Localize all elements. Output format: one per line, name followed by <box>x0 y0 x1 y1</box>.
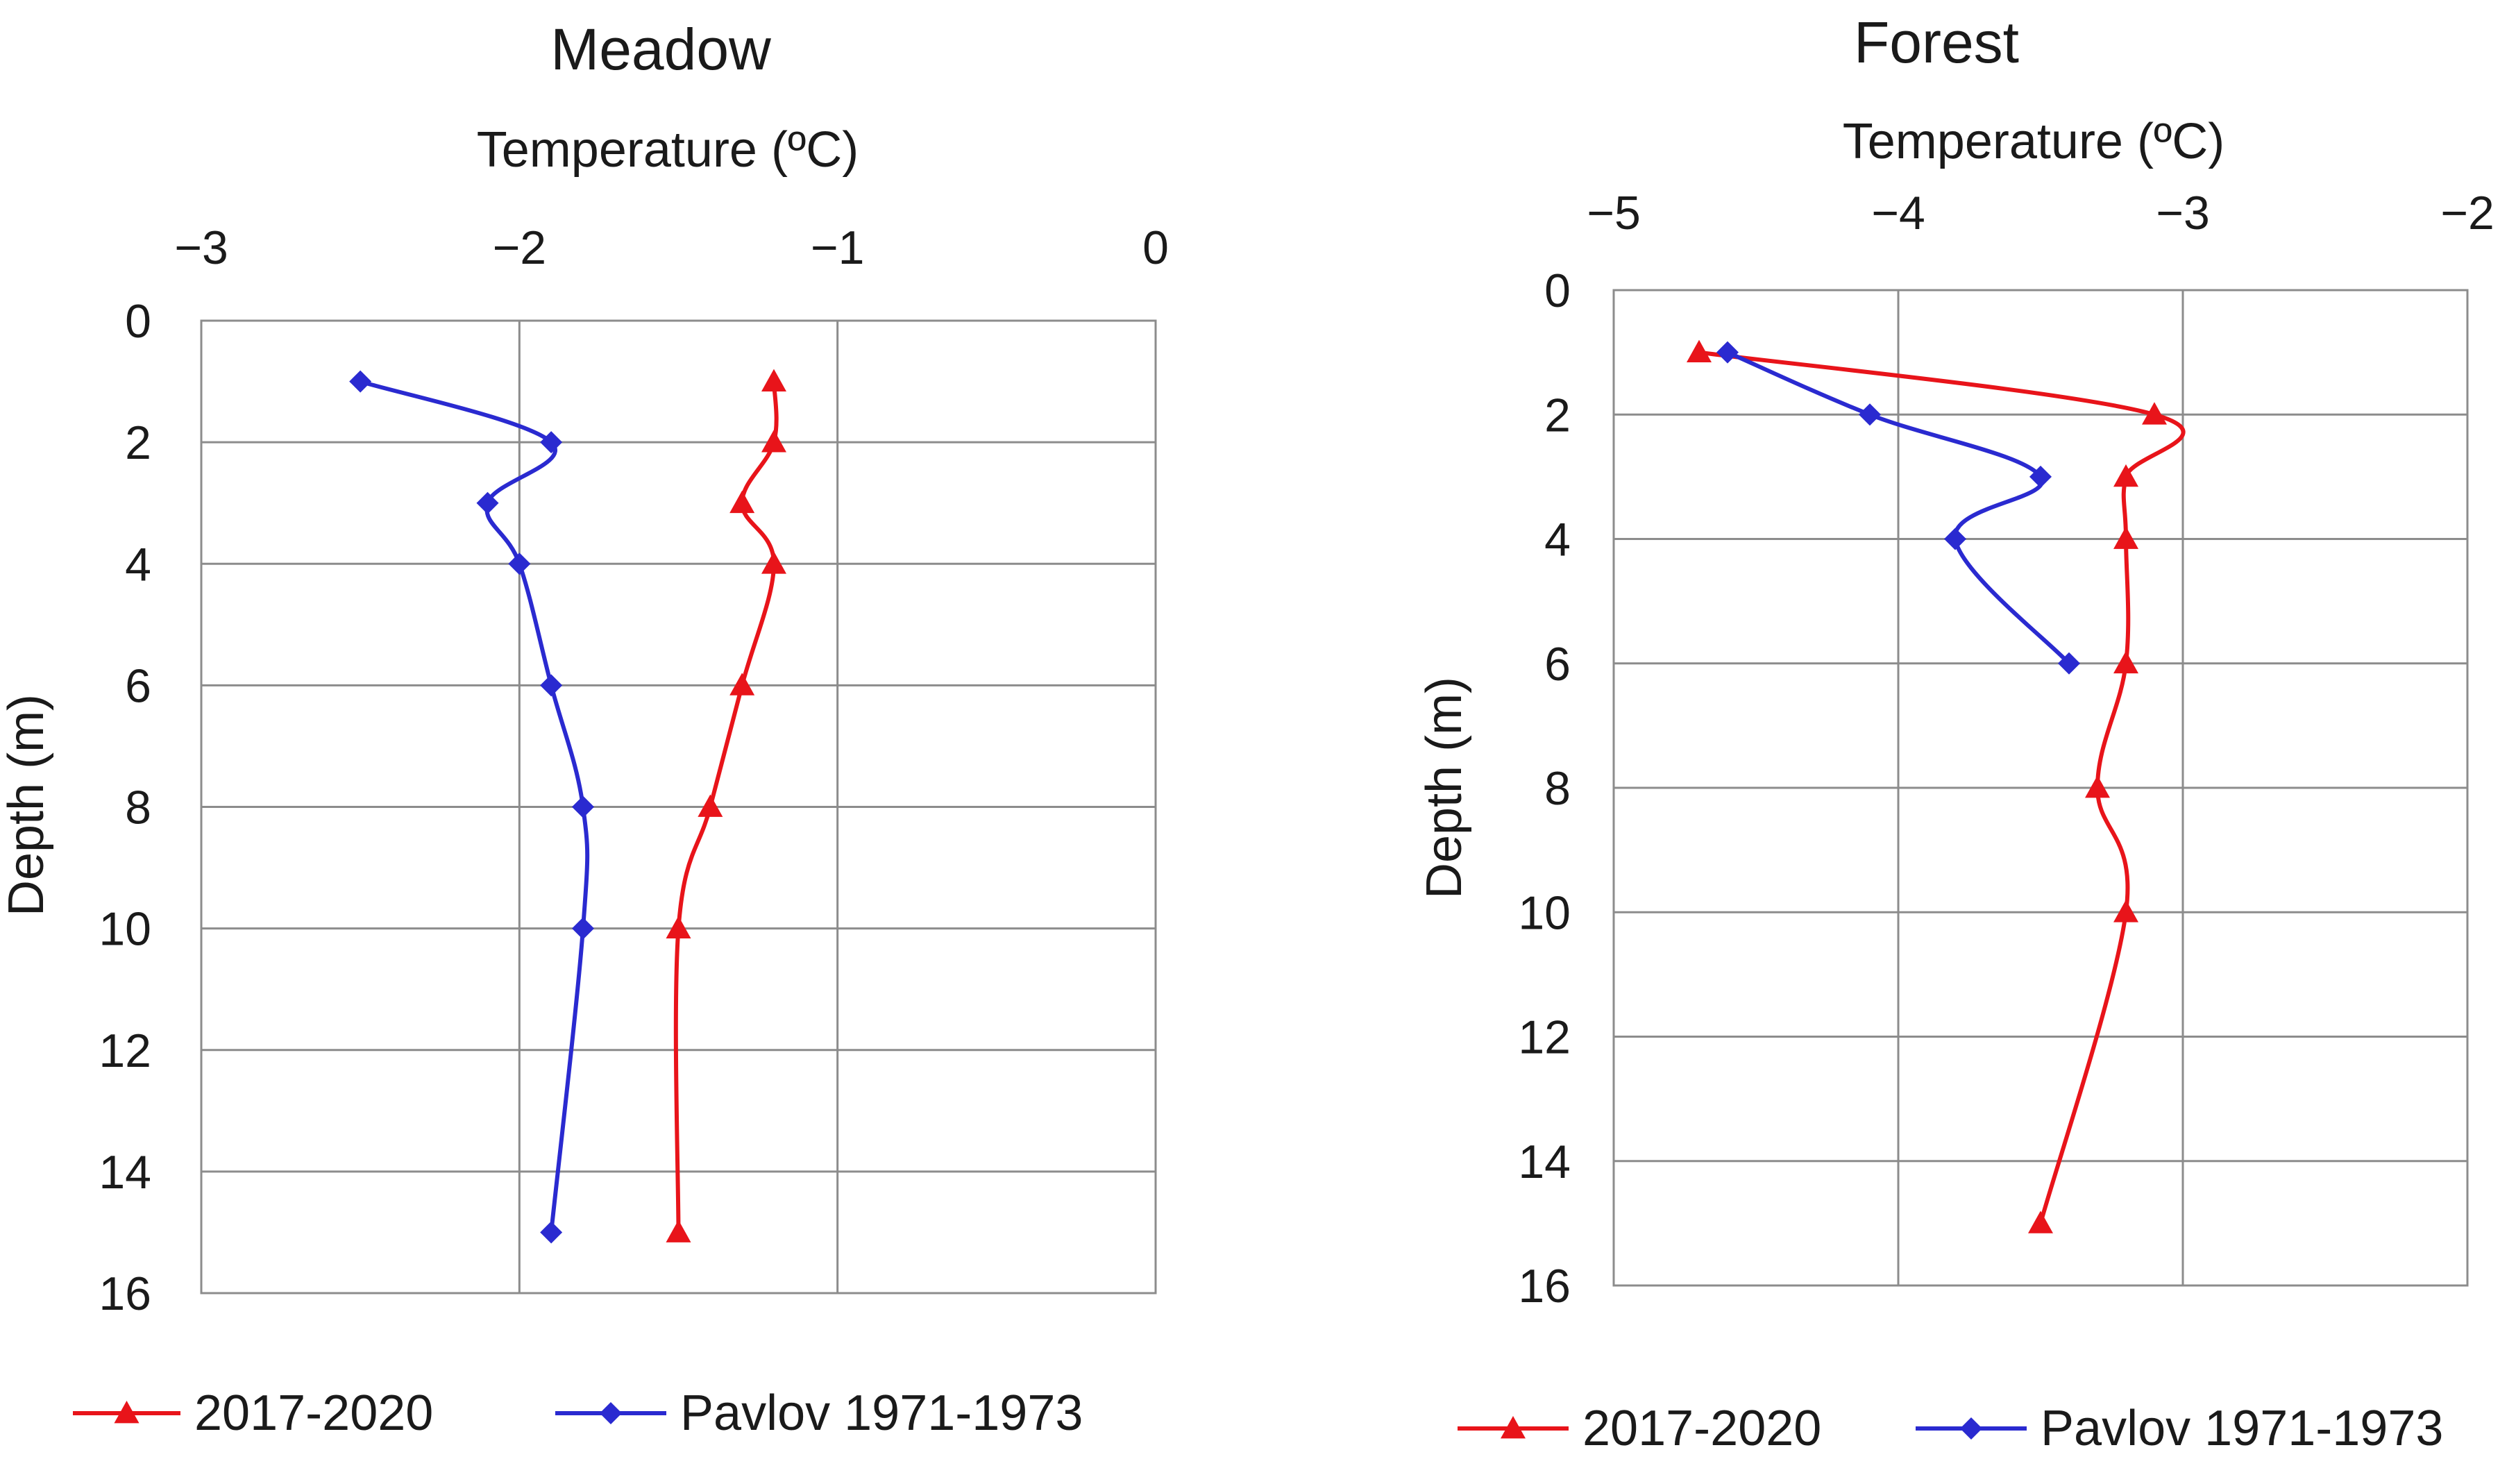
meadow-legend-label: Pavlov 1971-1973 <box>680 1385 1083 1441</box>
meadow-y-tick-label: 10 <box>99 903 151 956</box>
meadow-y-tick-label: 2 <box>125 416 151 469</box>
meadow-y-tick-label: 4 <box>125 538 151 591</box>
meadow-data-point-2017-2020 <box>761 369 786 391</box>
forest-y-tick-label: 0 <box>1544 264 1571 317</box>
meadow-chart-title: Meadow <box>550 17 771 82</box>
forest-data-point-pavlov <box>1859 403 1881 426</box>
meadow-y-tick-label: 0 <box>125 295 151 348</box>
forest-data-point-pavlov <box>2029 465 2052 488</box>
forest-x-tick-label: −3 <box>2156 187 2210 239</box>
forest-legend-label: Pavlov 1971-1973 <box>2041 1401 2443 1456</box>
forest-y-tick-label: 14 <box>1518 1136 1571 1188</box>
meadow-legend-label: 2017-2020 <box>194 1385 433 1441</box>
meadow-y-axis-title: Depth (m) <box>0 694 54 916</box>
forest-chart-title: Forest <box>1854 10 2019 75</box>
meadow-y-tick-label: 6 <box>125 659 151 712</box>
meadow-y-tick-label: 12 <box>99 1025 151 1077</box>
meadow-data-point-pavlov <box>572 917 594 940</box>
forest-y-tick-label: 16 <box>1518 1260 1571 1313</box>
forest-y-tick-label: 10 <box>1518 886 1571 939</box>
meadow-data-point-2017-2020 <box>666 916 691 939</box>
forest-data-point-2017-2020 <box>2113 650 2138 674</box>
meadow-data-point-pavlov <box>476 491 499 514</box>
meadow-data-point-2017-2020 <box>729 673 755 695</box>
meadow-data-point-pavlov <box>540 431 563 454</box>
meadow-data-point-pavlov <box>508 553 531 575</box>
forest-legend-marker <box>1501 1416 1526 1439</box>
forest-data-point-pavlov <box>1716 341 1739 364</box>
meadow-data-point-pavlov <box>349 370 372 393</box>
forest-x-tick-label: −4 <box>1871 187 1925 239</box>
forest-legend-label: 2017-2020 <box>1582 1401 1821 1456</box>
forest-data-point-2017-2020 <box>2028 1211 2053 1233</box>
meadow-x-tick-label: −1 <box>811 221 865 274</box>
forest-data-point-2017-2020 <box>2113 526 2138 549</box>
meadow-x-tick-label: −3 <box>174 221 228 274</box>
meadow-data-point-pavlov <box>540 674 563 697</box>
meadow-data-point-pavlov <box>540 1221 563 1244</box>
meadow-data-point-2017-2020 <box>761 430 786 453</box>
meadow-data-point-pavlov <box>572 795 594 818</box>
forest-y-tick-label: 8 <box>1544 762 1571 815</box>
forest-y-axis-title: Depth (m) <box>1417 677 1472 899</box>
forest-x-tick-label: −2 <box>2440 187 2494 239</box>
meadow-plot-frame <box>200 319 1157 1295</box>
forest-legend-marker <box>1960 1417 1982 1440</box>
meadow-y-tick-label: 8 <box>125 782 151 834</box>
forest-data-point-2017-2020 <box>2085 775 2110 798</box>
forest-data-point-pavlov <box>2058 652 2080 675</box>
meadow-legend-marker <box>600 1402 622 1424</box>
forest-y-tick-label: 12 <box>1518 1011 1571 1064</box>
forest-panel: Forest Temperature (ºC) Depth (m) −5 −4 −3 −2 0… <box>1417 10 2494 1456</box>
meadow-legend-marker <box>114 1401 140 1424</box>
meadow-x-tick-label: −2 <box>493 221 547 274</box>
forest-data-point-2017-2020 <box>2113 464 2138 487</box>
meadow-data-point-2017-2020 <box>666 1220 691 1242</box>
meadow-data-point-2017-2020 <box>761 551 786 574</box>
meadow-x-axis-title: Temperature (ºC) <box>477 122 859 178</box>
forest-y-tick-label: 4 <box>1544 514 1571 566</box>
meadow-y-tick-label: 14 <box>99 1146 151 1199</box>
forest-y-tick-label: 6 <box>1544 638 1571 691</box>
forest-data-point-2017-2020 <box>2113 900 2138 922</box>
meadow-x-tick-label: 0 <box>1142 221 1169 274</box>
forest-data-point-2017-2020 <box>2142 402 2167 425</box>
meadow-data-point-2017-2020 <box>729 490 755 514</box>
forest-x-tick-label: −5 <box>1587 187 1641 239</box>
meadow-data-point-2017-2020 <box>698 794 723 817</box>
forest-plot-frame <box>1612 289 2469 1287</box>
forest-y-tick-label: 2 <box>1544 389 1571 441</box>
meadow-y-tick-label: 16 <box>99 1267 151 1320</box>
meadow-panel: Meadow Temperature (ºC) Depth (m) −3 −2 −1 0 0 2… <box>0 17 1169 1441</box>
forest-data-point-2017-2020 <box>1687 339 1712 363</box>
forest-x-axis-title: Temperature (ºC) <box>1843 114 2224 169</box>
forest-data-point-pavlov <box>1944 528 1966 550</box>
